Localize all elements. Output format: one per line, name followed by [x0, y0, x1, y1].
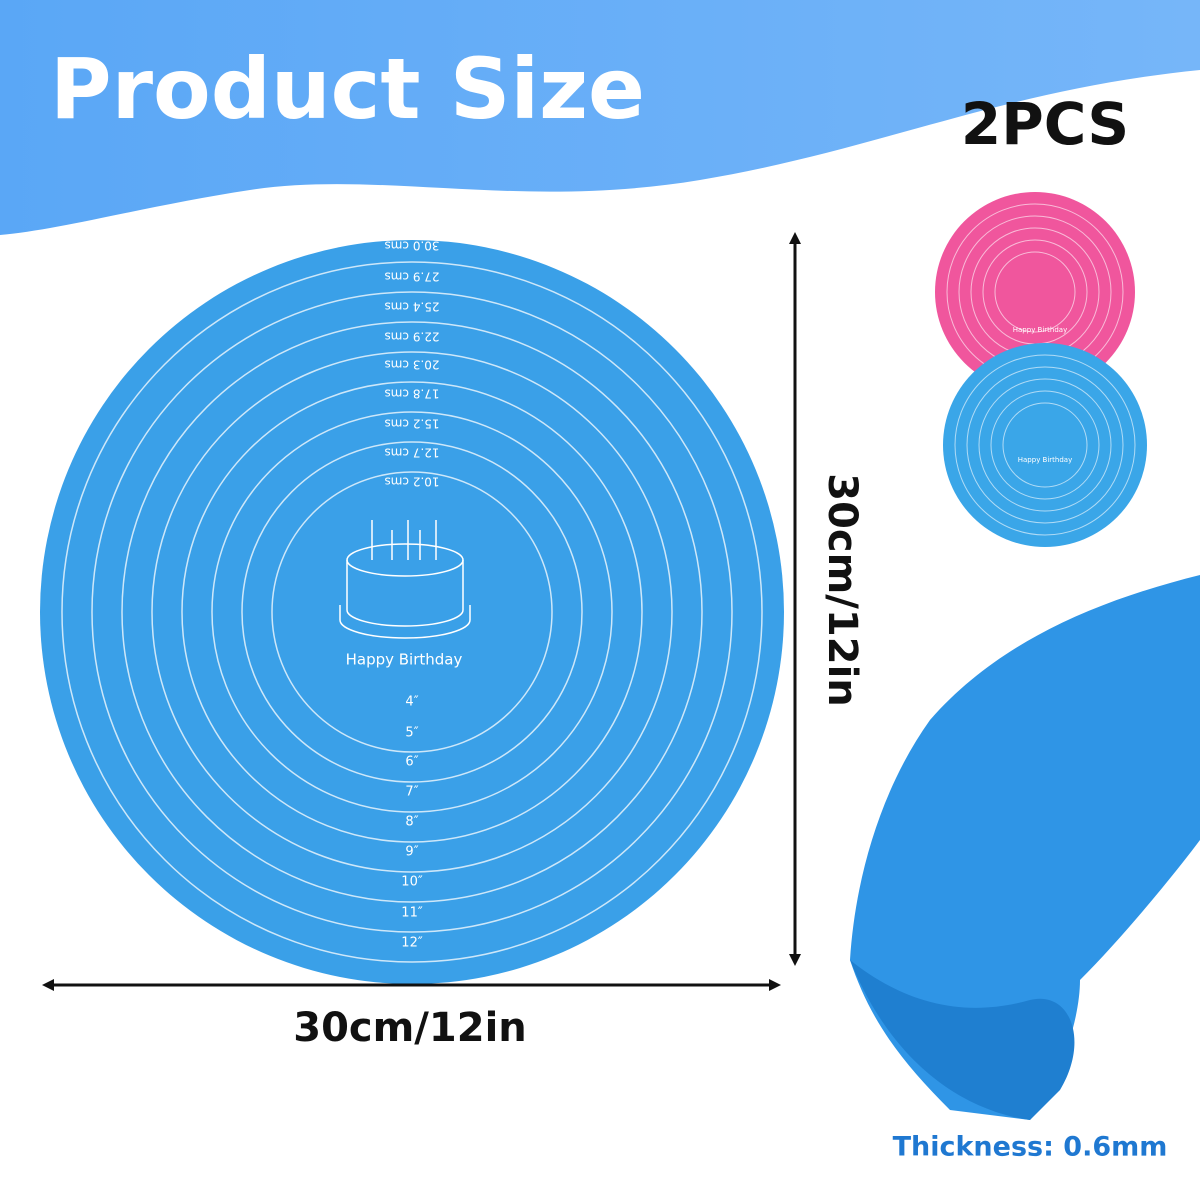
cm-label: 20.3 cms	[384, 358, 439, 372]
ring	[241, 441, 583, 783]
inch-label: 11″	[401, 906, 423, 921]
cm-label: 25.4 cms	[384, 300, 439, 314]
cm-label: 15.2 cms	[384, 417, 439, 431]
center-text: Happy Birthday	[346, 651, 463, 669]
cake-icon	[339, 520, 471, 639]
badge: 2PCS	[961, 90, 1129, 158]
ring	[181, 381, 643, 843]
title: Product Size	[50, 40, 645, 138]
cm-label: 17.8 cms	[384, 387, 439, 401]
inch-label: 10″	[401, 875, 423, 890]
blue-mat-text: Happy Birthday	[1018, 456, 1073, 464]
main-mat: 30.0 cms 27.9 cms 25.4 cms 22.9 cms 20.3 cms…	[40, 239, 784, 984]
thickness: Thickness: 0.6mm	[893, 1132, 1168, 1163]
cake-base	[339, 605, 471, 639]
inch-label: 4″	[405, 695, 418, 710]
cake-body	[346, 560, 464, 627]
height-label: 30cm/12in	[819, 473, 865, 707]
inch-label: 12″	[401, 936, 423, 951]
inch-label: 6″	[405, 755, 418, 770]
ring	[121, 321, 703, 903]
blue-rings	[954, 354, 1136, 536]
width-label: 30cm/12in	[293, 1005, 527, 1051]
cm-label: 10.2 cms	[384, 475, 439, 489]
mat-disc	[40, 240, 784, 984]
cm-label: 22.9 cms	[384, 330, 439, 344]
pink-mat-text: Happy Birthday	[1013, 326, 1068, 334]
ring	[61, 261, 763, 963]
inch-label: 9″	[405, 845, 418, 860]
cm-label: 12.7 cms	[384, 446, 439, 460]
folded-mat	[850, 575, 1200, 1120]
header-band	[0, 0, 1200, 235]
ring	[211, 411, 613, 813]
inch-label: 5″	[405, 726, 418, 741]
height-arrow	[789, 232, 801, 966]
width-arrow	[42, 979, 781, 991]
ring	[271, 471, 553, 753]
folded-edge	[850, 960, 1075, 1120]
ring	[91, 291, 733, 933]
inch-label: 8″	[405, 815, 418, 830]
cm-label: 30.0 cms	[384, 239, 439, 253]
cm-label: 27.9 cms	[384, 270, 439, 284]
inch-label: 7″	[405, 785, 418, 800]
ring	[151, 351, 673, 873]
pink-mat	[935, 192, 1135, 392]
blue-mat	[943, 343, 1147, 547]
